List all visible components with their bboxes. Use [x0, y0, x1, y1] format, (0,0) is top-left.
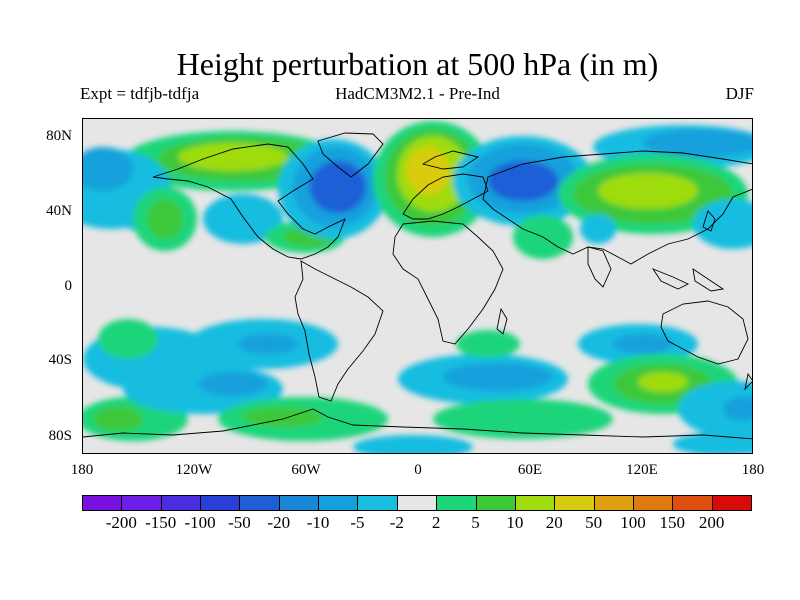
legend-label: -2: [389, 513, 404, 532]
legend-swatch: [121, 495, 162, 511]
legend-label: -50: [228, 513, 251, 532]
legend-label: 50: [585, 513, 603, 532]
legend-label: 150: [659, 513, 686, 532]
legend-swatch: [672, 495, 713, 511]
legend-label: -100: [184, 513, 216, 532]
map-title: Height perturbation at 500 hPa (in m): [176, 46, 659, 82]
legend-swatch: [554, 495, 595, 511]
legend-label: 20: [545, 513, 563, 532]
legend-label: -200: [105, 513, 137, 532]
lon-label-120e: 120E: [626, 462, 658, 478]
lon-label-0: 0: [414, 462, 422, 478]
experiment-label: Expt = tdfjb-tdfja: [80, 84, 200, 103]
legend-swatch: [475, 495, 516, 511]
legend-swatch: [278, 495, 320, 511]
model-label: HadCM3M2.1 - Pre-Ind: [335, 84, 500, 103]
legend-swatch: [396, 495, 438, 511]
legend-label: 200: [698, 513, 725, 532]
legend-label: -5: [350, 513, 365, 532]
lon-label-60w: 60W: [291, 462, 321, 478]
coastlines: [83, 132, 752, 440]
legend-swatch: [593, 495, 634, 511]
lat-label-40s: 40S: [48, 352, 72, 368]
legend-label: -150: [145, 513, 177, 532]
legend-swatch: [436, 495, 477, 511]
legend-swatch: [239, 495, 280, 511]
legend-swatch: [711, 495, 752, 511]
lon-label-180w: 180: [70, 462, 94, 478]
legend-swatch: [160, 495, 202, 511]
legend-swatch: [514, 495, 556, 511]
lat-label-0: 0: [64, 278, 73, 294]
lon-label-180e: 180: [741, 462, 765, 478]
lon-label-60e: 60E: [517, 462, 543, 478]
legend-swatch: [200, 495, 241, 511]
legend-swatch: [318, 495, 359, 511]
legend-label: -10: [306, 513, 330, 532]
legend-label: -20: [267, 513, 291, 532]
season-label: DJF: [725, 84, 754, 103]
lon-label-120w: 120W: [175, 462, 213, 478]
lat-label-80n: 80N: [46, 128, 72, 144]
lat-label-40n: 40N: [46, 203, 72, 219]
map-svg: [83, 119, 752, 453]
contour-fill: [83, 121, 752, 453]
legend-swatch: [357, 495, 398, 511]
color-legend: [82, 495, 753, 511]
legend-label: 100: [620, 513, 646, 532]
legend-label: 2: [431, 513, 441, 532]
legend-swatch: [632, 495, 674, 511]
legend-label: 5: [471, 513, 480, 532]
map-panel: [82, 118, 753, 454]
legend-label: 10: [506, 513, 524, 532]
legend-swatch: [82, 495, 123, 511]
lat-label-80s: 80S: [48, 428, 72, 444]
